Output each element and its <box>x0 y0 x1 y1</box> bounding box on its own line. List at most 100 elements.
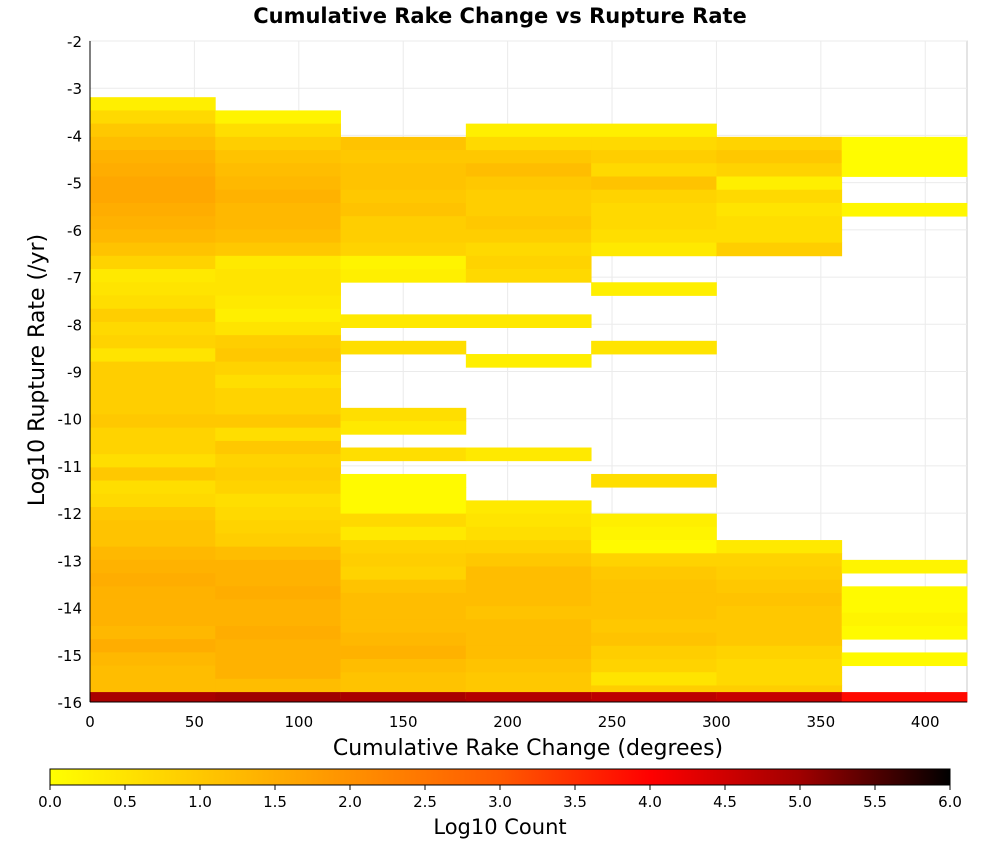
heatmap-cell <box>340 513 467 528</box>
heatmap-cell <box>841 202 968 217</box>
heatmap-cell <box>465 447 592 462</box>
x-tick-label: 100 <box>284 713 313 731</box>
heatmap-cell <box>340 526 467 541</box>
x-tick-label: 50 <box>185 713 204 731</box>
heatmap-cell <box>215 216 341 230</box>
heatmap-cell <box>90 242 216 257</box>
heatmap-cell <box>591 659 717 673</box>
colorbar-tick-label: 3.0 <box>488 793 512 811</box>
heatmap-cell <box>591 579 717 594</box>
y-tick-label: -5 <box>67 175 82 193</box>
heatmap-cell <box>215 321 341 336</box>
y-tick-label: -6 <box>67 222 82 240</box>
y-tick-label: -16 <box>58 694 83 712</box>
heatmap-cell <box>465 579 592 594</box>
x-tick-label: 250 <box>598 713 627 731</box>
x-tick-label: 350 <box>807 713 836 731</box>
heatmap-cell <box>215 507 341 521</box>
heatmap-cell <box>215 176 341 191</box>
heatmap-cell <box>716 619 843 633</box>
heatmap-cell <box>215 308 341 323</box>
heatmap-cell <box>465 659 592 673</box>
y-tick-label: -15 <box>58 647 83 665</box>
heatmap-cell <box>591 592 717 607</box>
heatmap-cell <box>90 229 216 244</box>
heatmap-cell <box>90 295 216 310</box>
heatmap-cell <box>215 189 341 204</box>
colorbar-tick-label: 0.0 <box>38 793 62 811</box>
heatmap-cell <box>591 566 717 581</box>
heatmap-cell <box>340 500 467 515</box>
colorbar-tick-label: 6.0 <box>938 793 962 811</box>
heatmap-cell <box>215 414 341 429</box>
heatmap-cell <box>716 150 843 164</box>
heatmap-cell <box>340 229 467 244</box>
heatmap-cell <box>841 163 968 177</box>
heatmap-cell <box>215 110 341 125</box>
heatmap-cell <box>591 150 717 164</box>
heatmap-cell <box>215 401 341 415</box>
heatmap-cell <box>90 692 216 703</box>
heatmap-cell <box>90 520 216 534</box>
colorbar-tick-label: 1.0 <box>188 793 212 811</box>
colorbar-tick-label: 5.0 <box>788 793 812 811</box>
heatmap-cell <box>90 480 216 495</box>
x-axis-label: Cumulative Rake Change (degrees) <box>333 736 723 761</box>
heatmap-cell <box>841 559 968 574</box>
heatmap-cell <box>340 645 467 660</box>
heatmap-cell <box>340 592 467 607</box>
heatmap-cell <box>215 255 341 270</box>
heatmap-cell <box>215 202 341 217</box>
heatmap-cell <box>340 163 467 177</box>
heatmap-cell <box>215 692 341 703</box>
heatmap-cell <box>716 136 843 151</box>
heatmap-cell <box>90 533 216 548</box>
heatmap-cell <box>90 150 216 164</box>
heatmap-cell <box>841 599 968 614</box>
heatmap-cell <box>591 672 717 686</box>
heatmap-cell <box>215 348 341 362</box>
heatmap-cell <box>340 340 467 355</box>
heatmap-cell <box>340 619 467 633</box>
y-tick-label: -8 <box>67 316 82 334</box>
heatmap-cell <box>465 632 592 647</box>
heatmap-cell <box>465 619 592 633</box>
heatmap-cell <box>215 440 341 455</box>
heatmap-cell <box>215 573 341 587</box>
heatmap-cell <box>465 163 592 177</box>
heatmap-cell <box>90 665 216 680</box>
chart-title: Cumulative Rake Change vs Rupture Rate <box>253 4 747 28</box>
heatmap-cell <box>340 176 467 191</box>
heatmap-cell <box>215 427 341 442</box>
heatmap-cell <box>465 314 592 328</box>
colorbar-tick-label: 1.5 <box>263 793 287 811</box>
heatmap-cell <box>465 242 592 257</box>
x-tick-label: 300 <box>702 713 731 731</box>
heatmap-cell <box>215 639 341 653</box>
heatmap-cell <box>340 242 467 257</box>
heatmap-cell <box>90 348 216 362</box>
heatmap-cell <box>716 202 843 217</box>
heatmap-cell <box>465 553 592 567</box>
heatmap-cell <box>465 269 592 283</box>
heatmap-cell <box>716 163 843 177</box>
heatmap-cell <box>215 388 341 402</box>
heatmap-cell <box>591 136 717 151</box>
heatmap-cell <box>340 606 467 620</box>
heatmap-cell <box>340 540 467 554</box>
heatmap-cell <box>90 612 216 627</box>
heatmap-cell <box>465 526 592 541</box>
heatmap-cell <box>591 202 717 217</box>
colorbar-tick-label: 4.0 <box>638 793 662 811</box>
heatmap-cell <box>90 282 216 296</box>
heatmap-cell <box>90 454 216 468</box>
heatmap-cell <box>465 354 592 368</box>
heatmap-cell <box>716 592 843 607</box>
y-tick-label: -3 <box>67 80 82 98</box>
colorbar-tick-label: 0.5 <box>113 793 137 811</box>
y-tick-label: -14 <box>58 600 83 618</box>
heatmap-cell <box>215 678 341 693</box>
heatmap-cell <box>716 540 843 554</box>
heatmap-cell <box>716 606 843 620</box>
